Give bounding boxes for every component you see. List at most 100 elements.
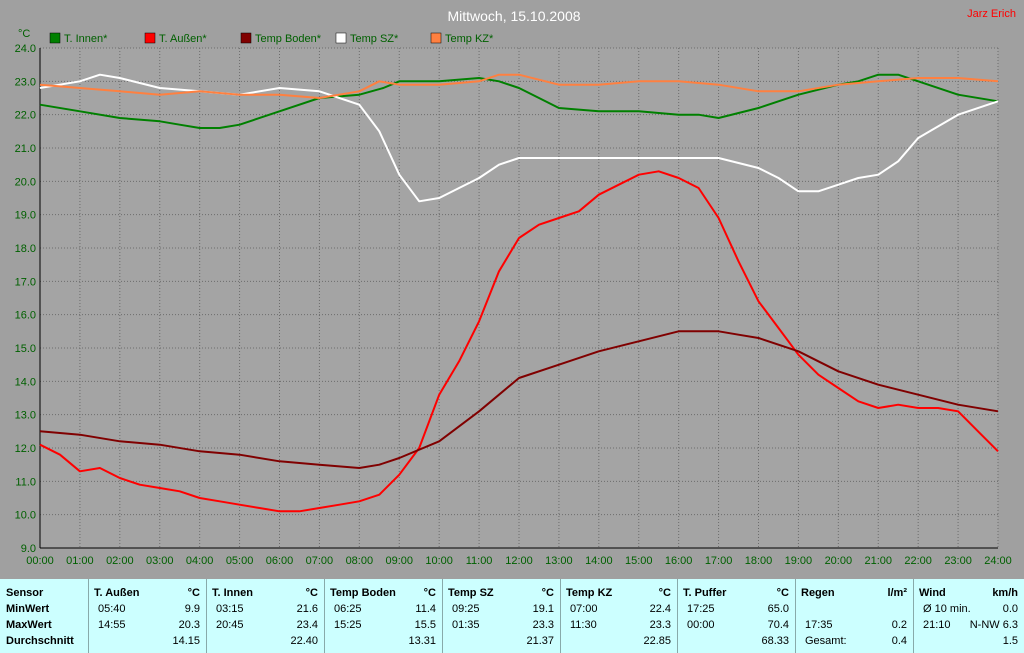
x-tick-label: 07:00 xyxy=(306,555,334,567)
average-value: 21.37 xyxy=(526,635,554,647)
x-tick-label: 12:00 xyxy=(505,555,533,567)
x-tick-label: 08:00 xyxy=(346,555,374,567)
y-tick-label: 9.0 xyxy=(21,543,36,555)
min-time: 05:40 xyxy=(98,603,126,615)
sensor-unit: °C xyxy=(305,587,318,599)
sensor-unit: l/m² xyxy=(887,587,907,599)
column-separator xyxy=(206,579,207,653)
max-value: 23.4 xyxy=(296,619,318,631)
grid-lines xyxy=(39,47,999,549)
sensor-name: T. Innen xyxy=(212,587,253,599)
x-tick-label: 23:00 xyxy=(944,555,972,567)
column-separator xyxy=(442,579,443,653)
min-value: 65.0 xyxy=(767,603,789,615)
x-tick-label: 00:00 xyxy=(26,555,54,567)
y-tick-label: 15.0 xyxy=(15,343,36,355)
y-tick-label: 22.0 xyxy=(15,110,36,122)
min-time: 06:25 xyxy=(334,603,362,615)
legend-swatch xyxy=(335,32,347,44)
y-tick-label: 21.0 xyxy=(15,143,36,155)
row-label-average: Durchschnitt xyxy=(6,635,74,647)
min-time: 03:15 xyxy=(216,603,244,615)
max-time: 14:55 xyxy=(98,619,126,631)
chart-legend: T. Innen* T. Außen* Temp Boden* Temp SZ* Tem… xyxy=(49,32,494,45)
stats-column: Temp KZ °C 07:00 22.4 11:30 23.3 22.85 xyxy=(560,579,677,653)
min-value: 0.0 xyxy=(1002,603,1018,615)
sensor-unit: °C xyxy=(541,587,554,599)
x-tick-label: 17:00 xyxy=(705,555,733,567)
max-time: 01:35 xyxy=(452,619,480,631)
min-value: 19.1 xyxy=(532,603,554,615)
x-tick-label: 13:00 xyxy=(545,555,573,567)
column-separator xyxy=(560,579,561,653)
average-value: 14.15 xyxy=(172,635,200,647)
legend-swatch xyxy=(144,32,156,44)
statistics-table: Sensor MinWert MaxWert Durchschnitt T. A… xyxy=(0,579,1024,653)
y-axis-ticks: 9.0 10.0 11.0 12.0 13.0 14.0 15.0 16.0 17.0 18.0 1… xyxy=(15,43,36,555)
y-tick-label: 10.0 xyxy=(15,510,36,522)
min-value: 21.6 xyxy=(296,603,318,615)
y-tick-label: 13.0 xyxy=(15,410,36,422)
x-tick-label: 15:00 xyxy=(625,555,653,567)
x-tick-label: 06:00 xyxy=(266,555,294,567)
x-tick-label: 09:00 xyxy=(385,555,413,567)
sensor-unit: °C xyxy=(423,587,436,599)
stats-column: Regen l/m² 17:35 0.2 Gesamt: 0.4 xyxy=(795,579,913,653)
series-line-t-innen xyxy=(39,73,999,129)
sensor-unit: °C xyxy=(187,587,200,599)
x-axis-ticks: 00:00 01:00 02:00 03:00 04:00 05:00 06:00 07:00… xyxy=(26,555,1012,567)
legend-swatch xyxy=(49,32,61,44)
average-label: Gesamt: xyxy=(805,635,847,647)
stats-row-labels: Sensor MinWert MaxWert Durchschnitt xyxy=(0,579,88,653)
sensor-name: Temp Boden xyxy=(330,587,396,599)
y-tick-label: 19.0 xyxy=(15,210,36,222)
x-tick-label: 03:00 xyxy=(146,555,174,567)
series-line-t-au-en xyxy=(39,170,999,513)
legend-label: T. Innen* xyxy=(64,33,108,45)
max-time: 20:45 xyxy=(216,619,244,631)
average-value: 0.4 xyxy=(891,635,907,647)
chart-title: Mittwoch, 15.10.2008 xyxy=(447,8,580,24)
max-value: 15.5 xyxy=(414,619,436,631)
x-tick-label: 04:00 xyxy=(186,555,214,567)
row-label-sensor: Sensor xyxy=(6,587,44,599)
y-tick-label: 11.0 xyxy=(15,476,36,488)
x-tick-label: 22:00 xyxy=(904,555,932,567)
legend-label: Temp KZ* xyxy=(445,33,494,45)
x-tick-label: 11:00 xyxy=(466,555,493,567)
max-value: 0.2 xyxy=(891,619,907,631)
max-value: 23.3 xyxy=(532,619,554,631)
sensor-unit: °C xyxy=(658,587,671,599)
max-value: N-NW 6.3 xyxy=(969,619,1018,631)
column-separator xyxy=(913,579,914,653)
max-time: 17:35 xyxy=(805,619,833,631)
x-tick-label: 20:00 xyxy=(825,555,853,567)
legend-label: T. Außen* xyxy=(159,33,207,45)
author-label: Jarz Erich xyxy=(967,8,1016,20)
min-value: 11.4 xyxy=(415,603,436,615)
series-lines xyxy=(39,73,999,513)
min-time: 09:25 xyxy=(452,603,480,615)
sensor-name: T. Puffer xyxy=(683,587,727,599)
y-tick-label: 17.0 xyxy=(15,276,36,288)
min-time: Ø 10 min. xyxy=(923,603,971,615)
stats-column: T. Puffer °C 17:25 65.0 00:00 70.4 68.33 xyxy=(677,579,795,653)
min-time: 07:00 xyxy=(570,603,598,615)
max-time: 11:30 xyxy=(570,619,597,631)
y-tick-label: 16.0 xyxy=(15,310,36,322)
y-tick-label: 12.0 xyxy=(15,443,36,455)
average-value: 22.85 xyxy=(643,635,671,647)
y-tick-label: 18.0 xyxy=(15,243,36,255)
column-separator xyxy=(324,579,325,653)
average-value: 68.33 xyxy=(761,635,789,647)
min-value: 22.4 xyxy=(649,603,671,615)
max-value: 23.3 xyxy=(649,619,671,631)
sensor-name: Temp SZ xyxy=(448,587,494,599)
x-tick-label: 24:00 xyxy=(984,555,1012,567)
x-tick-label: 10:00 xyxy=(425,555,453,567)
max-time: 21:10 xyxy=(923,619,951,631)
x-tick-label: 05:00 xyxy=(226,555,254,567)
stats-column: T. Innen °C 03:15 21.6 20:45 23.4 22.40 xyxy=(206,579,324,653)
row-label-max: MaxWert xyxy=(6,619,52,631)
x-tick-label: 16:00 xyxy=(665,555,693,567)
